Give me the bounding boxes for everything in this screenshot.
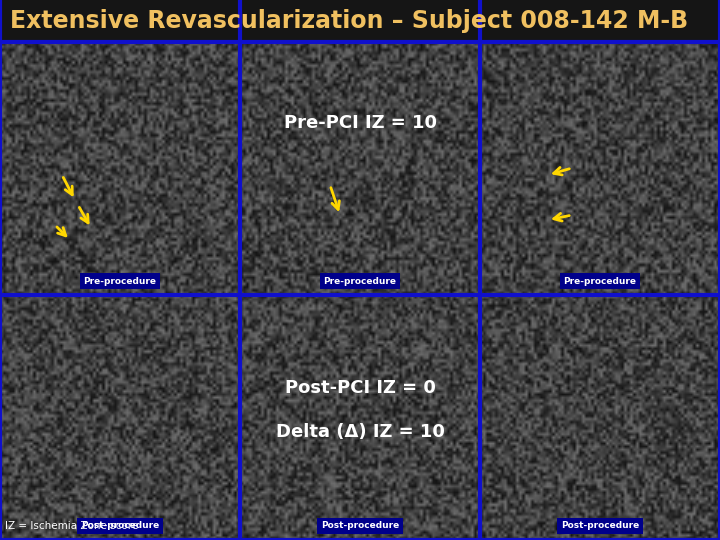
Text: Post-procedure: Post-procedure: [561, 522, 639, 530]
Text: IZ = Ischemia Zone score: IZ = Ischemia Zone score: [5, 521, 138, 531]
Text: Post-PCI IZ = 0: Post-PCI IZ = 0: [284, 379, 436, 397]
Text: Delta (Δ) IZ = 10: Delta (Δ) IZ = 10: [276, 423, 444, 441]
Text: Pre-procedure: Pre-procedure: [564, 276, 636, 286]
Text: Extensive Revascularization – Subject 008-142 M-B: Extensive Revascularization – Subject 00…: [10, 9, 688, 33]
Text: Pre-PCI IZ = 10: Pre-PCI IZ = 10: [284, 114, 436, 132]
Text: Post-procedure: Post-procedure: [81, 522, 159, 530]
Text: Pre-procedure: Pre-procedure: [323, 276, 397, 286]
Text: Post-procedure: Post-procedure: [321, 522, 399, 530]
Bar: [0, 0, 720, 42]
Text: Pre-procedure: Pre-procedure: [84, 276, 156, 286]
